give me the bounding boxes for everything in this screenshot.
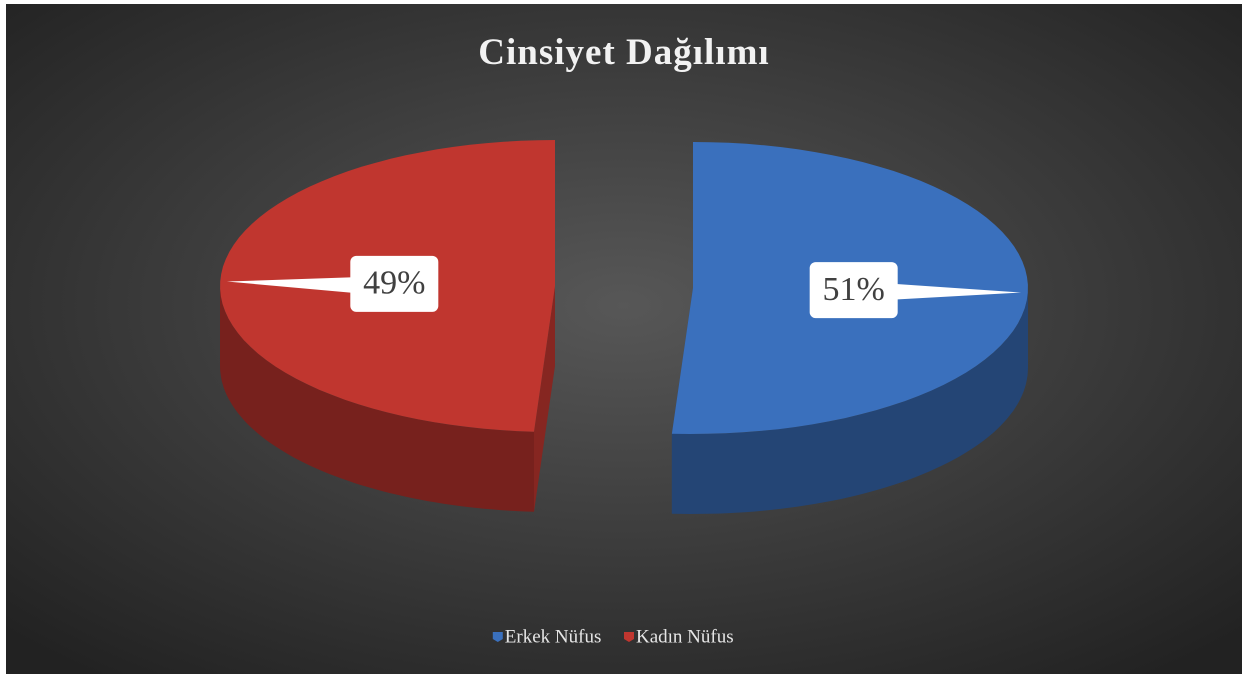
legend-label: Erkek Nüfus bbox=[505, 626, 602, 647]
slice-wall bbox=[220, 286, 534, 512]
data-label: 49% bbox=[363, 265, 425, 302]
label-box bbox=[809, 262, 898, 319]
slice-wall bbox=[671, 288, 1028, 514]
legend-swatch bbox=[624, 632, 634, 642]
data-label: 51% bbox=[823, 271, 885, 308]
slice-cut-face bbox=[534, 286, 555, 512]
label-callout bbox=[226, 276, 365, 294]
label-callout bbox=[883, 283, 1022, 301]
label-box bbox=[350, 255, 439, 312]
legend-label: Kadın Nüfus bbox=[636, 626, 734, 647]
chart-title: Cinsiyet Dağılımı bbox=[478, 32, 769, 73]
background bbox=[6, 4, 1242, 674]
legend-swatch bbox=[492, 632, 503, 642]
